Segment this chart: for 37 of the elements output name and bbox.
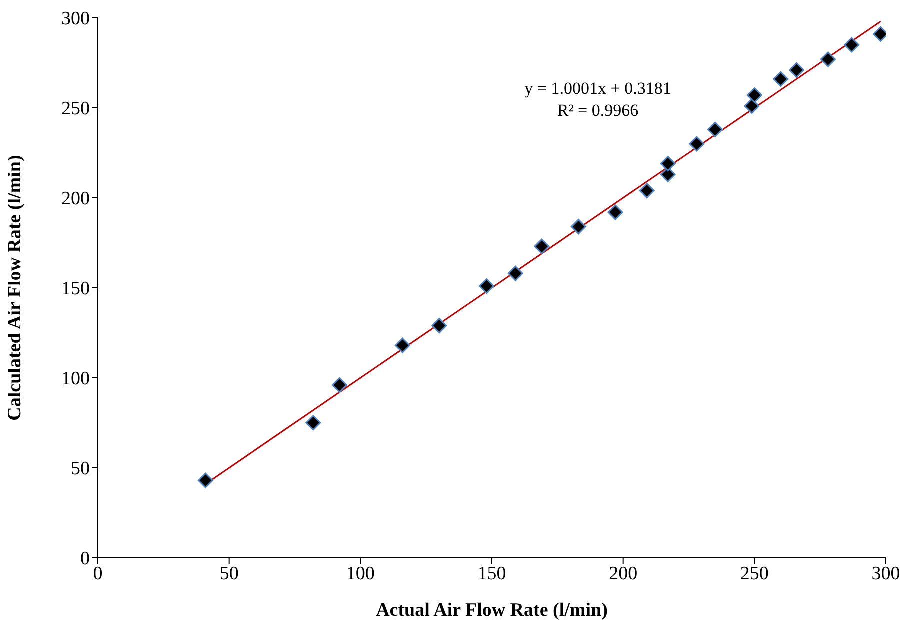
annotation: R² = 0.9966 <box>556 100 640 122</box>
point <box>746 88 762 104</box>
point <box>306 415 322 431</box>
point <box>788 62 804 78</box>
point <box>844 37 860 53</box>
y-tick-label: 200 <box>62 188 90 210</box>
point <box>198 472 214 488</box>
point <box>432 318 448 334</box>
point <box>478 278 494 294</box>
x-axis-title: Actual Air Flow Rate (l/min) <box>376 600 608 621</box>
point <box>570 219 586 235</box>
point <box>639 183 655 199</box>
point <box>660 156 676 172</box>
point <box>708 122 724 138</box>
point <box>508 266 524 282</box>
point <box>773 71 789 87</box>
point <box>332 377 348 393</box>
y-tick-label: 300 <box>62 8 90 30</box>
x-tick-label: 200 <box>609 563 638 584</box>
annotation: y = 1.0001x + 0.3181 <box>524 78 672 100</box>
x-tick-label: 250 <box>740 563 769 584</box>
point <box>689 136 705 152</box>
y-tick-label: 50 <box>71 458 90 480</box>
point <box>744 98 760 114</box>
point <box>534 238 550 254</box>
x-tick-label: 100 <box>346 563 375 584</box>
point <box>608 204 624 220</box>
y-tick-label: 100 <box>62 368 90 390</box>
y-tick-label: 250 <box>62 98 90 120</box>
y-tick-label: 150 <box>62 278 90 300</box>
point <box>820 52 836 68</box>
y-tick-label: 0 <box>80 548 90 570</box>
x-tick-label: 0 <box>93 563 103 584</box>
x-tick-label: 150 <box>478 563 506 584</box>
point <box>394 338 410 354</box>
x-tick-label: 300 <box>872 563 900 584</box>
x-tick-label: 50 <box>220 563 239 584</box>
